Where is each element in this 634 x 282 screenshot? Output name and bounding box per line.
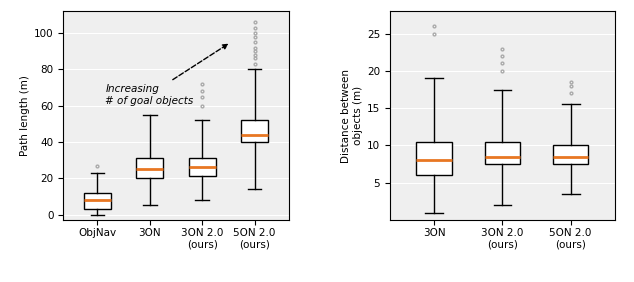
Y-axis label: Path length (m): Path length (m) <box>20 75 30 156</box>
Text: Increasing
# of goal objects: Increasing # of goal objects <box>105 45 228 105</box>
Y-axis label: Distance between
objects (m): Distance between objects (m) <box>341 69 363 163</box>
PathPatch shape <box>84 193 111 209</box>
PathPatch shape <box>136 158 164 178</box>
PathPatch shape <box>241 120 268 142</box>
PathPatch shape <box>553 146 588 164</box>
PathPatch shape <box>417 142 452 175</box>
PathPatch shape <box>484 142 520 164</box>
PathPatch shape <box>188 158 216 177</box>
